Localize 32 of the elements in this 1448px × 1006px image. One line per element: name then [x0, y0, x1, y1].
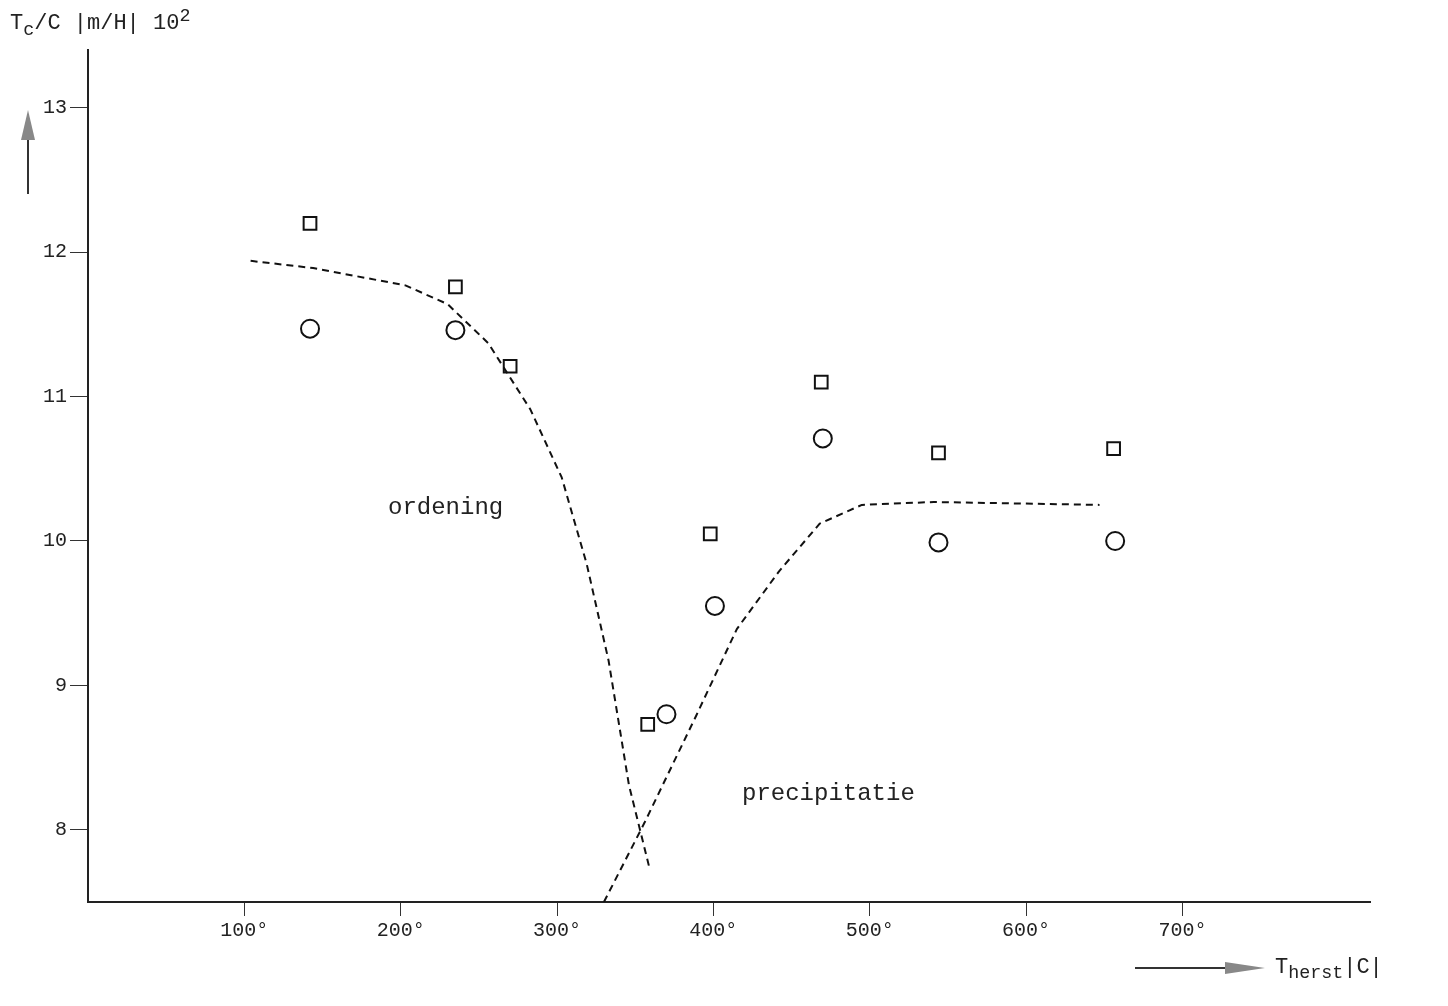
point: [702, 526, 718, 542]
point: [812, 428, 833, 449]
point: [813, 374, 829, 390]
x-tick-label: 200°: [376, 919, 425, 943]
point: [502, 358, 518, 374]
point: [1106, 441, 1121, 456]
point: [448, 279, 463, 295]
x-tick-label: 500°: [845, 919, 894, 943]
annotation: ordening: [388, 494, 504, 521]
x-tick-label: 600°: [1002, 919, 1051, 943]
point: [704, 595, 725, 616]
annotation: precipitatie: [742, 780, 915, 807]
y-tick-label: 13: [42, 96, 67, 120]
y-tick-label: 10: [42, 529, 67, 553]
x-tick-label: 400°: [689, 919, 738, 943]
y-tick-label: 11: [42, 384, 67, 408]
point: [928, 532, 949, 553]
y-axis-title: T$_{c}$/C |m/H| 10$^{2}$: [10, 6, 191, 41]
x-tick-label: 700°: [1158, 919, 1207, 943]
x-tick-label: 300°: [533, 919, 582, 943]
point: [1105, 530, 1126, 551]
point: [656, 704, 677, 725]
x-axis-title: T$_{herst}$|C|: [1275, 955, 1383, 985]
point: [302, 215, 318, 231]
point: [640, 717, 656, 732]
point: [931, 445, 946, 461]
x-tick-label: 100°: [220, 919, 269, 943]
y-tick-label: 12: [42, 240, 67, 264]
point: [300, 318, 321, 339]
y-tick-label: 8: [54, 818, 67, 842]
y-tick-label: 9: [54, 673, 67, 697]
point: [445, 320, 466, 341]
